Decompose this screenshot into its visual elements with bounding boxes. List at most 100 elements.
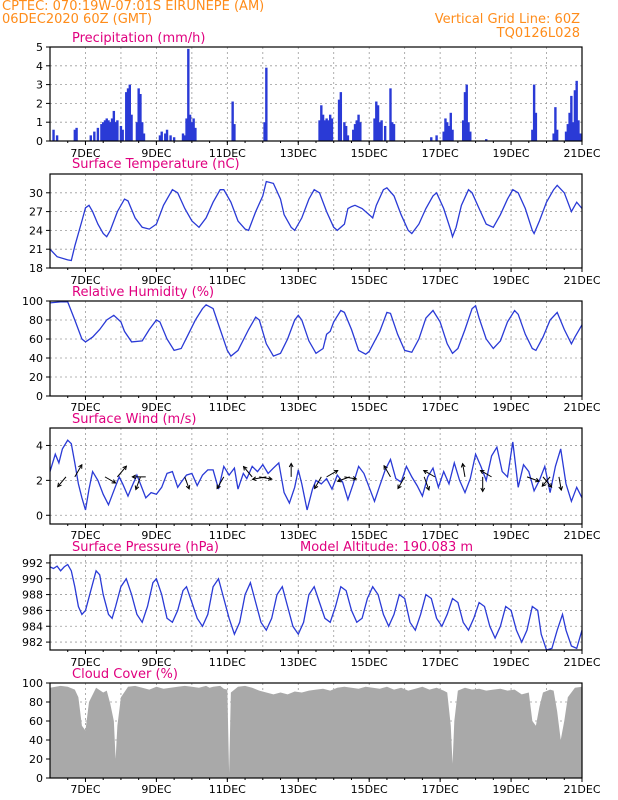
pressure-ytick-label: 992	[22, 557, 43, 570]
precip-ytick-label: 2	[36, 97, 43, 110]
precip-bar	[328, 114, 332, 141]
precip-xtick-label: 7DEC	[70, 147, 100, 160]
temp-xtick-label: 19DEC	[493, 274, 530, 287]
precip-bar	[164, 133, 167, 141]
precip-xtick-label: 17DEC	[422, 147, 459, 160]
wind-arrow-head	[242, 465, 248, 471]
cloud-ytick-label: 60	[29, 715, 43, 728]
precip-bar	[531, 129, 534, 141]
vertical-grid-note: Vertical Grid Line: 60Z	[434, 12, 580, 27]
precip-bar	[102, 122, 105, 141]
temp-xtick-label: 13DEC	[280, 274, 317, 287]
wind-arrow-shaft	[383, 465, 391, 478]
temp-ytick-label: 21	[29, 243, 43, 256]
precip-bar	[577, 120, 580, 141]
precip-bar	[357, 114, 360, 141]
wind-title: Surface Wind (m/s)	[72, 412, 196, 427]
precip-bar	[96, 127, 100, 141]
precip-xtick-label: 19DEC	[493, 147, 530, 160]
precip-bar	[391, 122, 394, 141]
wind-arrow-head	[333, 469, 339, 475]
rh-ytick-label: 60	[29, 333, 43, 346]
precip-bar	[89, 135, 92, 141]
wind-arrow-head	[535, 477, 541, 483]
precip-frame	[49, 46, 583, 142]
wind-arrow-shaft	[243, 466, 253, 478]
temp-xtick-label: 17DEC	[422, 274, 459, 287]
wind-arrow-head	[479, 469, 485, 475]
precip-bar	[141, 122, 144, 141]
wind-arrow-head	[425, 485, 431, 492]
precip-bar	[323, 120, 327, 141]
precip-bar	[451, 129, 454, 141]
precip-bar	[320, 105, 323, 141]
wind-xtick-label: 21DEC	[563, 529, 600, 542]
precip-bar	[392, 124, 396, 141]
wind-arrow-shaft	[397, 476, 406, 489]
wind-arrow-head	[547, 483, 553, 488]
precip-bar	[318, 120, 321, 141]
wind-arrow-head	[57, 482, 62, 488]
precip-bar	[373, 118, 376, 141]
pressure-xtick-label: 19DEC	[493, 656, 530, 669]
precip-bar	[130, 114, 133, 141]
precip-bar	[265, 67, 268, 141]
precip-bar	[187, 48, 190, 141]
wind-arrow-head	[111, 479, 117, 484]
cloud-ytick-label: 40	[29, 734, 43, 747]
wind-arrow-head	[352, 476, 358, 481]
precip-bar	[165, 129, 169, 141]
wind-xtick-label: 13DEC	[280, 529, 317, 542]
cloud-area	[50, 685, 582, 778]
precip-bar	[461, 120, 465, 141]
wind-ytick-label: 0	[36, 509, 43, 522]
precip-xtick-label: 21DEC	[563, 147, 600, 160]
temp-xtick-label: 7DEC	[70, 274, 100, 287]
precip-bar	[555, 129, 559, 141]
precip-bar	[552, 133, 555, 141]
precip-bar	[192, 118, 195, 141]
rh-series-line	[49, 301, 583, 358]
wind-arrow-shaft	[541, 476, 551, 487]
temp-ytick-label: 18	[29, 262, 43, 275]
precip-bar	[534, 112, 538, 141]
wind-xtick-label: 15DEC	[351, 529, 388, 542]
rh-ytick-label: 80	[29, 314, 43, 327]
precip-bar	[139, 94, 142, 141]
wind-arrow-shaft	[57, 476, 67, 487]
wind-arrow-shaft	[259, 476, 272, 480]
precip-bar	[378, 122, 382, 141]
wind-arrow-head	[480, 487, 486, 493]
precip-bar	[231, 101, 234, 141]
cloud-xtick-label: 15DEC	[351, 783, 388, 796]
precip-bar	[100, 124, 103, 141]
pressure-xtick-label: 7DEC	[70, 656, 100, 669]
precip-bar	[135, 122, 139, 141]
wind-arrow-head	[131, 474, 137, 480]
wind-arrow-shaft	[326, 470, 338, 478]
rh-xtick-label: 13DEC	[280, 401, 317, 414]
precip-bar	[325, 118, 328, 141]
wind-arrow-head	[134, 485, 140, 491]
precip-bar	[532, 84, 536, 141]
rh-xtick-label: 19DEC	[493, 401, 530, 414]
precip-bar	[125, 92, 128, 141]
pressure-ytick-label: 988	[22, 589, 43, 602]
precip-bar	[344, 125, 348, 141]
precip-bar	[376, 105, 380, 141]
precip-bar	[107, 120, 110, 141]
pressure-ytick-label: 984	[22, 620, 43, 633]
precip-bar	[346, 135, 350, 141]
precip-bar	[359, 122, 362, 141]
model-run-code: TQ0126L028	[496, 26, 580, 41]
precip-title: Precipitation (mm/h)	[72, 31, 205, 46]
precip-ytick-label: 0	[36, 135, 43, 148]
precip-bar	[389, 88, 392, 141]
cloud-xtick-label: 7DEC	[70, 783, 100, 796]
cloud-xtick-label: 21DEC	[563, 783, 600, 796]
temp-xtick-label: 21DEC	[563, 274, 600, 287]
rh-ytick-label: 0	[36, 390, 43, 403]
run-date-label: 06DEC2020 60Z (GMT)	[2, 12, 153, 27]
temp-frame	[49, 173, 583, 269]
